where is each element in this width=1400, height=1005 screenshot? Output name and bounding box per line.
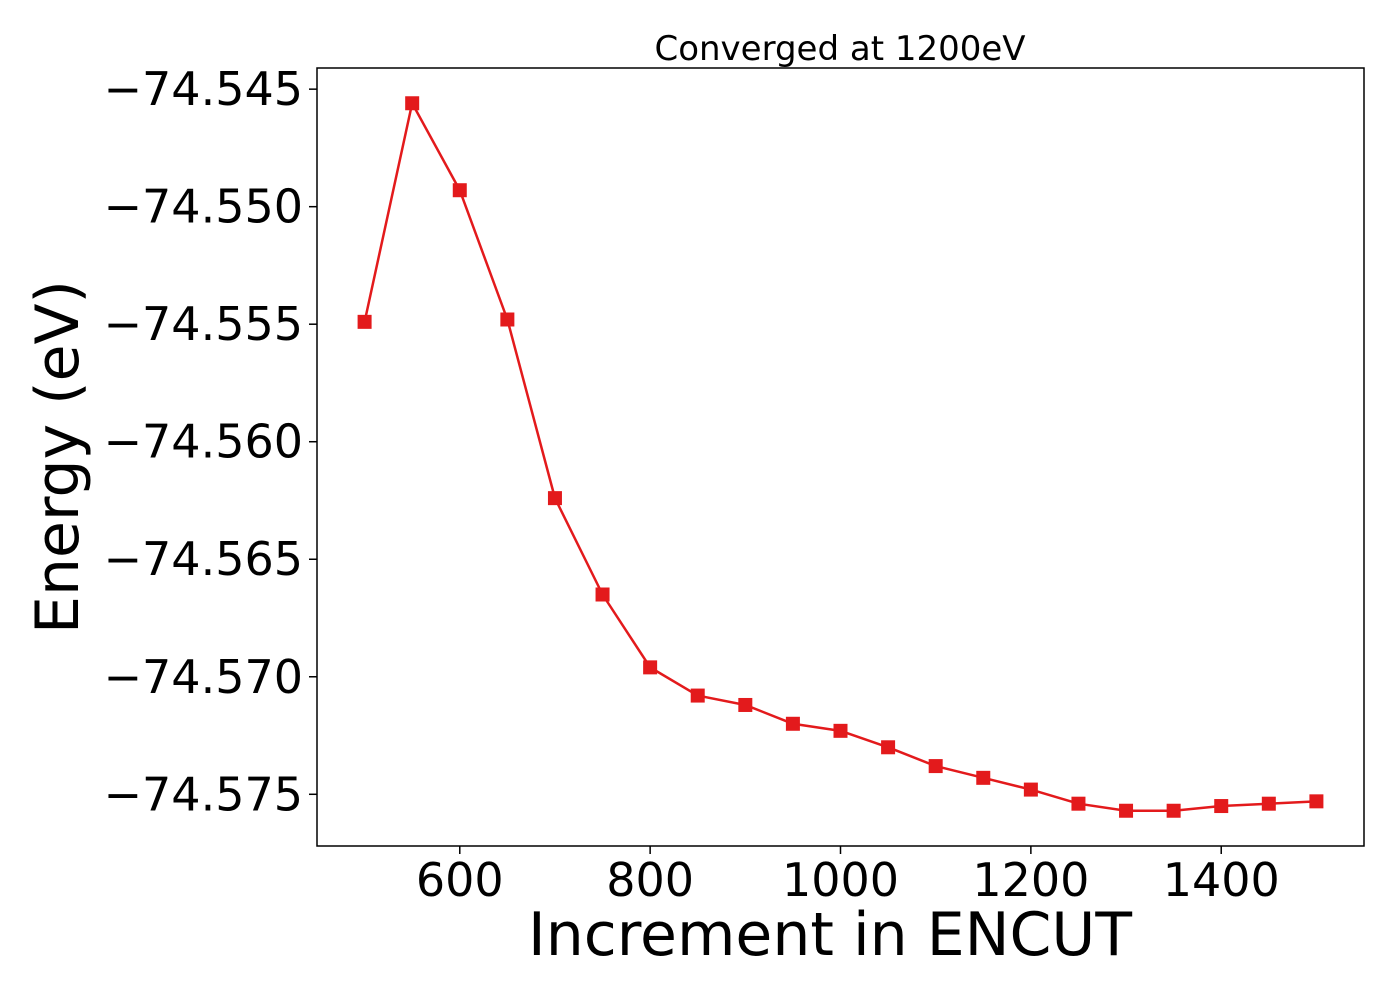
data-point-marker [1166, 803, 1181, 818]
data-point-marker [643, 660, 658, 675]
data-point-marker [785, 716, 800, 731]
x-tick-label: 1400 [1163, 853, 1280, 907]
data-point-marker [881, 740, 896, 755]
x-tick-label: 600 [416, 853, 504, 907]
y-tick-label: −74.575 [104, 767, 304, 821]
data-point-marker [1023, 782, 1038, 797]
data-point-marker [357, 314, 372, 329]
data-point-marker [976, 770, 991, 785]
data-point-marker [405, 96, 420, 111]
data-point-marker [1119, 803, 1134, 818]
x-tick-label: 800 [606, 853, 694, 907]
y-tick-label: −74.565 [104, 532, 304, 586]
data-point-marker [738, 697, 753, 712]
x-axis-ticks: 600 800 1000 1200 1400 [416, 846, 1280, 907]
data-point-marker [500, 312, 515, 327]
y-axis-label: Energy (eV) [23, 280, 93, 634]
data-point-marker [452, 183, 467, 198]
data-point-marker [1071, 796, 1086, 811]
data-point-marker [833, 723, 848, 738]
data-point-marker [595, 587, 610, 602]
y-tick-label: −74.570 [104, 650, 304, 704]
y-tick-label: −74.560 [104, 415, 304, 469]
x-tick-label: 1000 [782, 853, 899, 907]
y-tick-label: −74.550 [104, 180, 304, 234]
plot-marks [357, 96, 1324, 818]
chart-title: Converged at 1200eV [654, 29, 1025, 69]
data-point-marker [1309, 794, 1324, 809]
y-tick-label: −74.555 [104, 297, 304, 351]
data-point-marker [928, 759, 943, 774]
y-tick-label: −74.545 [104, 62, 304, 116]
data-point-marker [690, 688, 705, 703]
data-point-marker [1261, 796, 1276, 811]
y-axis-ticks: −74.545 −74.550 −74.555 −74.560 −74.565 −74.5… [104, 62, 317, 821]
x-axis-label: Increment in ENCUT [528, 900, 1132, 970]
data-point-marker [547, 491, 562, 506]
data-point-marker [1214, 799, 1229, 814]
x-tick-label: 1200 [972, 853, 1089, 907]
